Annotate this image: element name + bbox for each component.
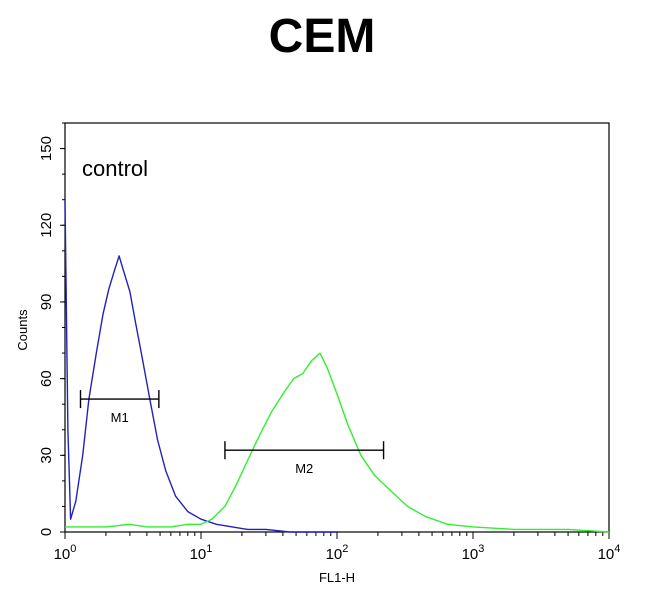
x-tick-label: 101 — [190, 543, 213, 563]
x-tick-label: 104 — [598, 543, 621, 563]
chart-title: CEM — [269, 10, 376, 63]
y-tick-label: 150 — [38, 136, 55, 161]
sample-histogram-line — [65, 352, 610, 533]
y-tick-label: 0 — [38, 528, 55, 536]
plot-frame — [64, 122, 610, 533]
y-axis: 0 30 60 90 120 150 — [38, 122, 65, 536]
x-tick-label: 103 — [462, 543, 485, 563]
y-tick-label: 30 — [38, 447, 55, 464]
y-axis-label: Counts — [15, 309, 30, 351]
x-tick-label: 100 — [54, 543, 77, 563]
control-histogram-line — [64, 199, 337, 533]
marker-layer: M1 M2 — [79, 390, 385, 476]
x-axis: 100 101 102 103 104 — [54, 532, 621, 563]
y-tick-label: 90 — [38, 294, 55, 311]
x-tick-label: 102 — [326, 543, 349, 563]
y-tick-label: 60 — [38, 370, 55, 387]
gate-m1-label: M1 — [111, 410, 129, 425]
control-annotation: control — [82, 156, 148, 181]
gate-m2-label: M2 — [295, 461, 313, 476]
series-layer — [64, 199, 610, 533]
y-tick-label: 120 — [38, 213, 55, 238]
x-axis-label: FL1-H — [319, 570, 355, 585]
